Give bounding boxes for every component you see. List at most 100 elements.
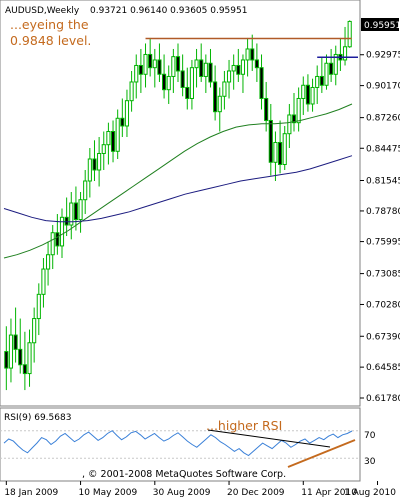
candle-body [78, 199, 83, 221]
annotation-main-line-2: 0.9848 level. [10, 33, 91, 48]
candle-body [315, 75, 320, 88]
candle-body [171, 56, 176, 77]
candle-body [278, 141, 283, 165]
candle-body [166, 75, 171, 91]
candle-body [13, 334, 18, 350]
candle-body [41, 268, 46, 295]
candle-body [236, 64, 241, 75]
y-tick-label: 0.81545 [366, 177, 400, 187]
candle-body [329, 62, 334, 75]
y-tick-label: 0.84475 [366, 144, 400, 154]
main-plot-area: AUDUSD,Weekly 0.93721 0.96140 0.93605 0.… [0, 0, 361, 407]
candle-body [175, 56, 181, 72]
rsi-label: RSI(9) 69.5683 [4, 413, 71, 423]
candle-body [83, 180, 88, 201]
candle-body [110, 130, 116, 152]
candle-body [208, 62, 213, 83]
annotation-main-line-1: ...eyeing the [10, 17, 89, 32]
candle-body [64, 216, 69, 226]
y-tick-label: 0.61780 [366, 394, 400, 404]
copyright-text: , © 2001-2008 MetaQuotes Software Corp. [82, 469, 286, 480]
candle-body [148, 53, 153, 69]
candle-body [46, 254, 51, 270]
candle-body [157, 59, 162, 75]
candle-body [87, 158, 92, 182]
candle-body [319, 75, 324, 86]
candle-body [199, 59, 204, 77]
candle-body [129, 81, 134, 102]
candle-body [59, 216, 65, 247]
x-axis: 18 Jan 2009 10 May 2009 30 Aug 2009 20 Dec … [4, 481, 396, 498]
candle-body [324, 62, 329, 86]
candle-body [143, 53, 148, 75]
candle-body [333, 53, 338, 75]
rsi-trend-line-down [207, 429, 331, 448]
x-tick-label: 18 Jan 2009 [4, 488, 58, 498]
last-price-background [361, 18, 399, 31]
rsi-line [3, 430, 353, 457]
candle-body [189, 67, 194, 99]
y-tick-label: 0.75995 [366, 238, 400, 248]
candle-body [4, 351, 9, 369]
rsi-tick-30: 30 [364, 457, 376, 467]
rsi-frame [0, 407, 361, 482]
candle-body [120, 117, 125, 127]
candle-body [106, 130, 111, 146]
last-price-label: 0.95951 [364, 21, 400, 31]
candle-body [8, 334, 14, 369]
candle-body [226, 70, 232, 83]
candle-body [134, 64, 139, 83]
candle-body [18, 348, 23, 366]
candle-body [36, 293, 41, 320]
candle-body [287, 114, 292, 135]
y-tick-label: 0.87260 [366, 114, 400, 124]
candle-body [305, 84, 310, 105]
candle-body [282, 133, 287, 165]
y-tick-label: 0.78780 [366, 207, 400, 217]
candle-body [27, 342, 32, 375]
candle-body [69, 202, 74, 226]
candle-body [291, 114, 297, 124]
candle-body [55, 232, 60, 247]
candle-body [217, 95, 222, 113]
x-tick-label: 1 Aug 2010 [344, 488, 396, 498]
candle-body [97, 152, 102, 171]
y-tick-label: 0.64585 [366, 363, 400, 373]
candle-body [162, 73, 167, 91]
candle-body [342, 46, 348, 61]
candle-body [32, 318, 37, 344]
y-axis: 0.92975 0.90170 0.87260 0.84475 0.81545 0.787… [360, 51, 400, 404]
x-tick-label: 10 May 2009 [79, 488, 138, 498]
ohlc-readout: 0.93721 0.96140 0.93605 0.95951 [90, 6, 247, 16]
last-price-box: 0.95951 [361, 18, 400, 31]
candle-body [222, 81, 227, 97]
candle-body [213, 81, 218, 113]
y-tick-label: 0.92975 [366, 51, 400, 61]
candle-body [180, 70, 185, 88]
candle-body [254, 59, 259, 69]
candle-body [194, 59, 199, 69]
candle-body [203, 62, 208, 77]
candle-body [50, 232, 55, 256]
candle-body [273, 141, 278, 163]
candle-body [152, 59, 157, 69]
candle-body [310, 86, 315, 105]
candle-body [250, 48, 255, 61]
candle-body [185, 86, 190, 99]
annotation-rsi: ...higher RSI [206, 418, 282, 433]
candle-body [264, 97, 269, 121]
candle-body [101, 144, 106, 154]
rsi-panel: RSI(9) 69.5683 ...higher RSI 70 30 , © 2… [0, 407, 376, 482]
y-tick-label: 0.70280 [366, 300, 400, 310]
candle-body [296, 97, 301, 124]
candle-body [124, 100, 130, 127]
x-tick-label: 20 Dec 2009 [227, 488, 285, 498]
candle-body [240, 59, 246, 75]
candle-body [347, 20, 352, 48]
candle-body [245, 48, 250, 61]
candles-group [4, 20, 352, 391]
y-tick-label: 0.90170 [366, 82, 400, 92]
rsi-trend-line-up [287, 439, 356, 468]
candle-body [22, 364, 27, 375]
candle-body [138, 64, 143, 75]
